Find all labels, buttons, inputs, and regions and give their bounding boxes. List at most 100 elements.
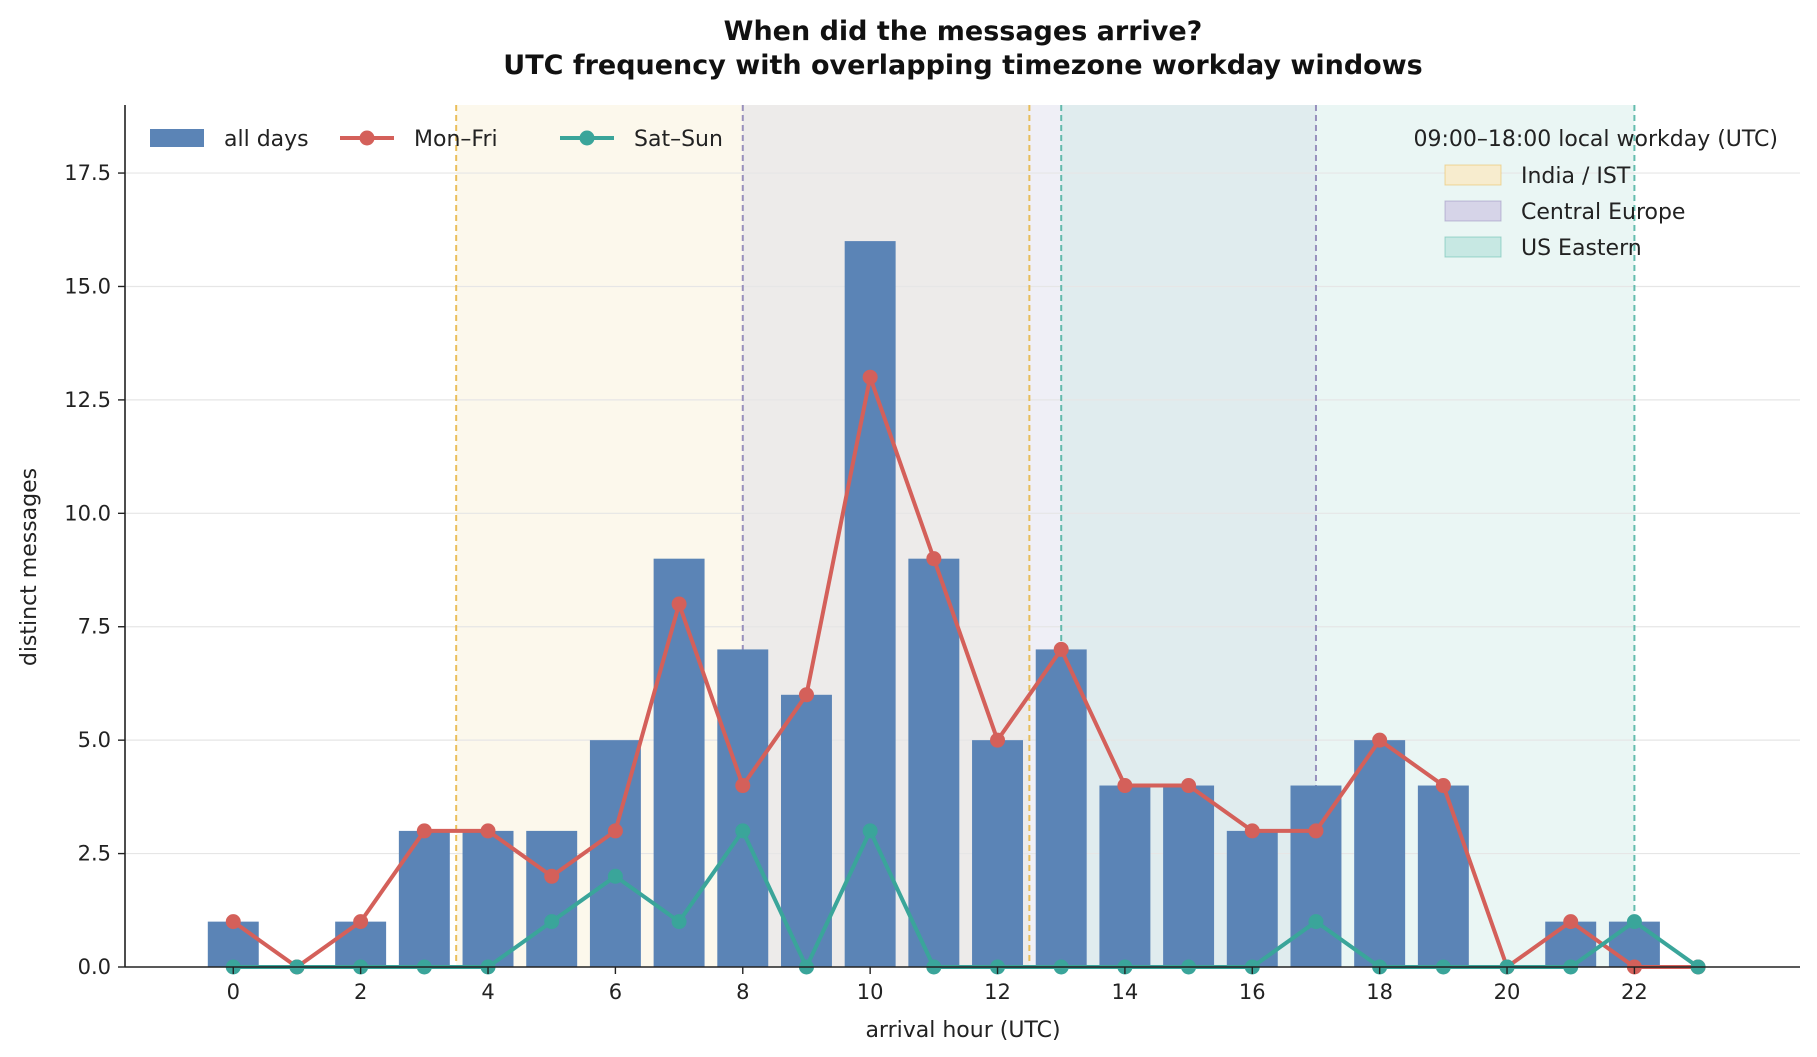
y-tick-label-5: 12.5 [64,388,111,412]
legend-item-sat-sun: Sat–Sun [560,127,723,152]
point-sat-sun-8 [735,823,751,839]
point-sat-sun-5 [544,914,560,930]
workday-legend-swatch-us-eastern [1444,236,1502,258]
y-axis-label: distinct messages [17,468,42,666]
point-mon-fri-9 [798,687,814,703]
point-mon-fri-18 [1372,732,1388,748]
point-sat-sun-6 [607,868,623,884]
legend-marker-sat-sun [579,130,595,146]
y-ticks: 0.0 2.5 5.0 7.5 10.0 12.5 15.0 17.5 [64,161,125,979]
band-us-eastern [1061,105,1635,967]
chart-title: When did the messages arrive? [724,16,1203,47]
point-mon-fri-19 [1435,778,1451,794]
legend-swatch-all-days [150,129,204,147]
point-mon-fri-12 [990,732,1006,748]
gridlines [125,172,1800,855]
point-mon-fri-5 [544,868,560,884]
point-mon-fri-6 [607,823,623,839]
chart-subtitle: UTC frequency with overlapping timezone … [503,50,1422,81]
bar-hour-13 [1035,649,1087,967]
point-mon-fri-21 [1563,914,1579,930]
point-sat-sun-17 [1308,914,1324,930]
workday-boundary-lines [455,105,1636,967]
workday-legend-item-us-eastern: US Eastern [1444,236,1642,261]
bar-hour-17 [1290,785,1342,967]
bar-hour-12 [972,740,1024,967]
point-mon-fri-14 [1117,778,1133,794]
point-sat-sun-7 [671,914,687,930]
bar-hour-8 [717,649,769,967]
legend-label-all-days: all days [224,127,309,152]
legend-label-mon-fri: Mon–Fri [414,127,498,152]
legend-item-mon-fri: Mon–Fri [340,127,498,152]
bar-hour-6 [589,740,641,967]
point-mon-fri-16 [1244,823,1260,839]
workday-legend: 09:00–18:00 local workday (UTC) India / … [1413,127,1778,261]
workday-legend-swatch-india-ist [1444,164,1502,186]
workday-legend-label-india-ist: India / IST [1521,164,1631,189]
bar-hour-11 [908,558,960,967]
bar-hour-4 [462,830,514,967]
bar-hour-18 [1354,740,1406,967]
point-mon-fri-15 [1181,778,1197,794]
x-tick-label-12: 12 [984,980,1011,1004]
bar-hour-9 [780,694,832,967]
workday-legend-title: 09:00–18:00 local workday (UTC) [1413,127,1778,152]
workday-legend-swatch-central-europe [1444,200,1502,222]
x-tick-label-18: 18 [1366,980,1393,1004]
point-mon-fri-13 [1053,641,1069,657]
bar-hour-7 [653,558,705,967]
x-tick-label-10: 10 [857,980,884,1004]
x-axis-label: arrival hour (UTC) [865,1018,1060,1043]
y-tick-label-6: 15.0 [64,274,111,298]
bar-hour-16 [1226,830,1278,967]
line-mon-fri [232,375,1699,969]
x-tick-label-22: 22 [1621,980,1648,1004]
bar-hour-10 [844,241,896,967]
bar-hour-0 [207,921,259,967]
bar-hour-3 [398,830,450,967]
point-mon-fri-10 [862,369,878,385]
y-tick-label-4: 10.0 [64,501,111,525]
bar-hour-19 [1417,785,1469,967]
point-mon-fri-7 [671,596,687,612]
point-mon-fri-17 [1308,823,1324,839]
y-tick-label-2: 5.0 [78,728,111,752]
y-tick-label-3: 7.5 [78,615,111,639]
x-tick-label-0: 0 [227,980,240,1004]
x-tick-label-16: 16 [1239,980,1266,1004]
y-tick-label-0: 0.0 [78,955,111,979]
x-tick-label-2: 2 [354,980,367,1004]
axes [124,105,1800,968]
workday-legend-label-us-eastern: US Eastern [1521,236,1642,261]
series-legend: all days Mon–Fri Sat–Sun [150,127,723,152]
point-sat-sun-10 [862,823,878,839]
x-tick-label-4: 4 [481,980,494,1004]
x-tick-label-14: 14 [1112,980,1139,1004]
point-mon-fri-2 [353,914,369,930]
x-tick-label-8: 8 [736,980,749,1004]
bar-hour-5 [526,830,578,967]
point-mon-fri-0 [225,914,241,930]
legend-item-all-days: all days [150,127,309,152]
x-tick-label-20: 20 [1494,980,1521,1004]
workday-legend-item-india-ist: India / IST [1444,164,1631,189]
x-ticks: 0 2 4 6 8 10 12 14 16 18 20 22 [227,967,1648,1004]
bar-hour-15 [1163,785,1215,967]
workday-legend-label-central-europe: Central Europe [1521,200,1685,225]
legend-label-sat-sun: Sat–Sun [634,127,723,152]
point-mon-fri-11 [926,551,942,567]
point-mon-fri-3 [416,823,432,839]
point-mon-fri-8 [735,778,751,794]
workday-legend-item-central-europe: Central Europe [1444,200,1685,225]
point-mon-fri-4 [480,823,496,839]
y-tick-label-1: 2.5 [78,842,111,866]
bar-hour-14 [1099,785,1151,967]
bar-hour-21 [1545,921,1597,967]
x-tick-label-6: 6 [609,980,622,1004]
legend-marker-mon-fri [359,130,375,146]
bar-hour-22 [1608,921,1660,967]
bar-hour-2 [335,921,387,967]
point-sat-sun-22 [1626,914,1642,930]
